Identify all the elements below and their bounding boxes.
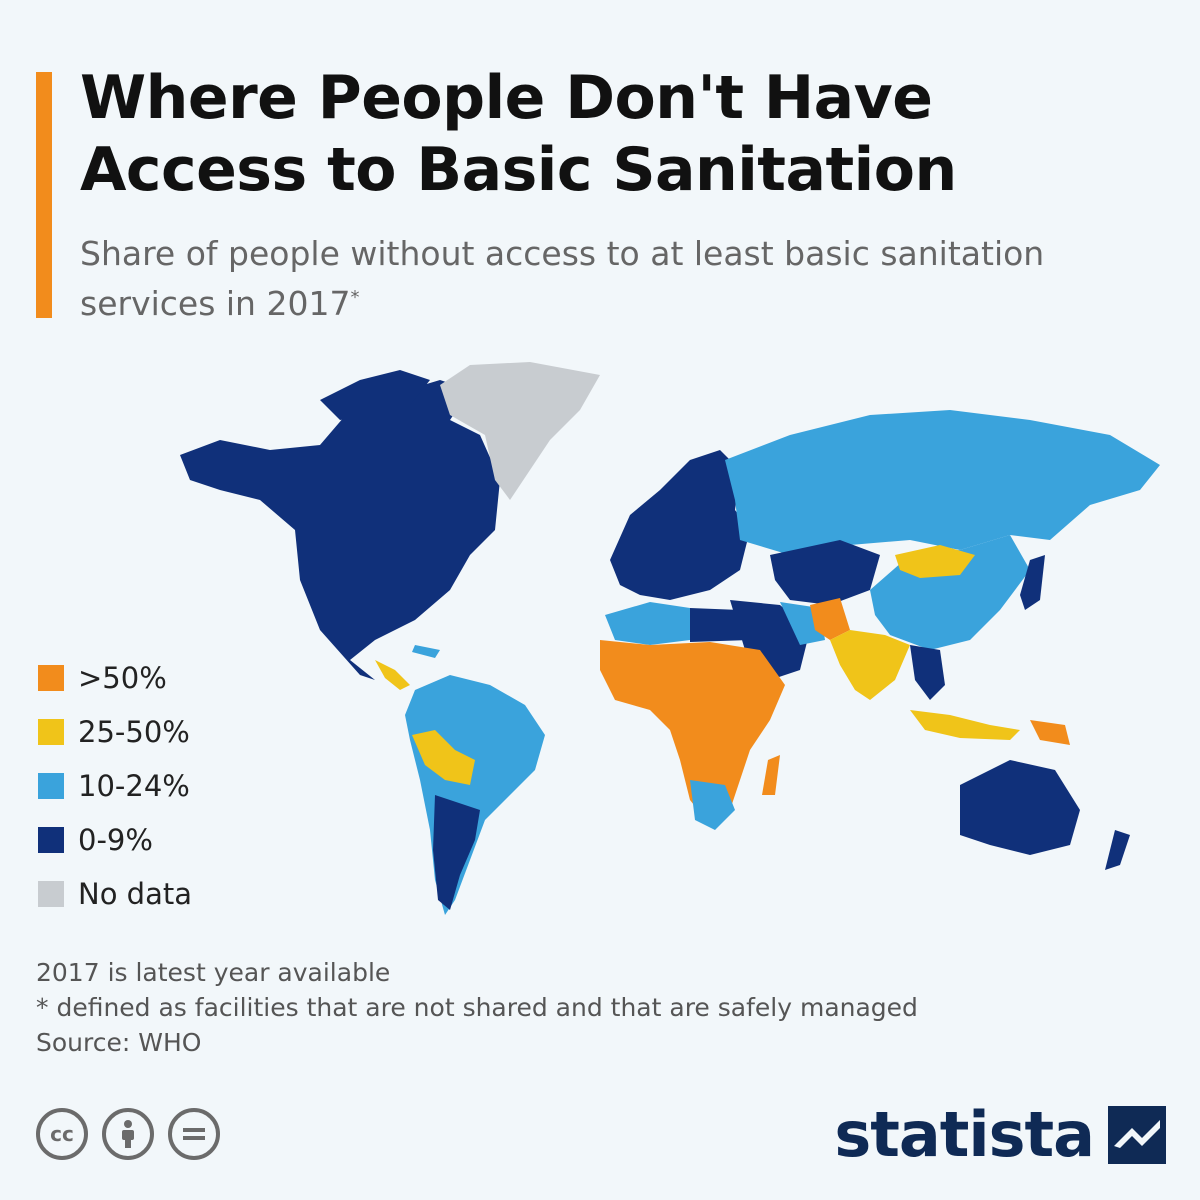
region-russia [725, 410, 1160, 555]
legend-item: No data [38, 876, 192, 912]
subtitle-footnote-mark: * [350, 287, 360, 308]
region-madagascar [762, 755, 780, 795]
legend-label: 25-50% [78, 715, 190, 749]
legend-swatch [38, 881, 64, 907]
world-map [180, 362, 1160, 915]
note-definition: * defined as facilities that are not sha… [36, 993, 918, 1022]
region-europe [610, 450, 750, 600]
legend-swatch [38, 719, 64, 745]
region-egypt-libya [690, 608, 750, 642]
region-australia [960, 760, 1080, 855]
region-greenland [440, 362, 600, 500]
legend-label: 0-9% [78, 823, 153, 857]
region-north-africa [605, 602, 690, 645]
legend-item: >50% [38, 660, 192, 696]
legend-label: 10-24% [78, 769, 190, 803]
legend-swatch [38, 665, 64, 691]
note-latest-year: 2017 is latest year available [36, 958, 391, 987]
attribution-icon[interactable] [102, 1108, 154, 1160]
region-south-asia [830, 630, 910, 700]
region-new-zealand [1105, 830, 1130, 870]
region-central-america [375, 660, 410, 690]
no-derivatives-icon[interactable] [168, 1108, 220, 1160]
source-note: Source: WHO [36, 1028, 202, 1057]
legend-swatch [38, 827, 64, 853]
region-canadian-arctic [320, 370, 430, 420]
region-mongolia [895, 545, 975, 578]
region-caribbean [412, 645, 440, 658]
footnotes: 2017 is latest year available * defined … [36, 955, 918, 1060]
legend-item: 0-9% [38, 822, 192, 858]
region-afghanistan-pakistan [810, 598, 850, 640]
statista-logo-icon [1108, 1105, 1166, 1164]
cc-icon-text: cc [50, 1122, 74, 1146]
subtitle-text: Share of people without access to at lea… [80, 234, 1045, 323]
accent-bar [36, 72, 52, 318]
legend-label: >50% [78, 661, 167, 695]
region-southeast-asia [910, 645, 945, 700]
brand-name[interactable]: statista [834, 1098, 1095, 1171]
creative-commons-icon[interactable]: cc [36, 1108, 88, 1160]
map-legend: >50% 25-50% 10-24% 0-9% No data [38, 660, 192, 930]
region-south-america [405, 675, 545, 915]
legend-item: 25-50% [38, 714, 192, 750]
region-southern-cone [433, 795, 480, 910]
legend-item: 10-24% [38, 768, 192, 804]
region-papua [1030, 720, 1070, 745]
region-central-asia [770, 540, 880, 605]
region-andes [412, 730, 475, 785]
legend-label: No data [78, 877, 192, 911]
region-indonesia [910, 710, 1020, 740]
region-japan [1020, 555, 1045, 610]
license-icons: cc [36, 1108, 220, 1160]
brand: statista [834, 1098, 1166, 1171]
region-north-america [180, 380, 500, 680]
legend-swatch [38, 773, 64, 799]
region-sub-saharan-africa [600, 640, 785, 825]
page-title: Where People Don't Have Access to Basic … [80, 63, 957, 205]
region-southern-africa [690, 780, 735, 830]
page-subtitle: Share of people without access to at lea… [80, 232, 1170, 326]
